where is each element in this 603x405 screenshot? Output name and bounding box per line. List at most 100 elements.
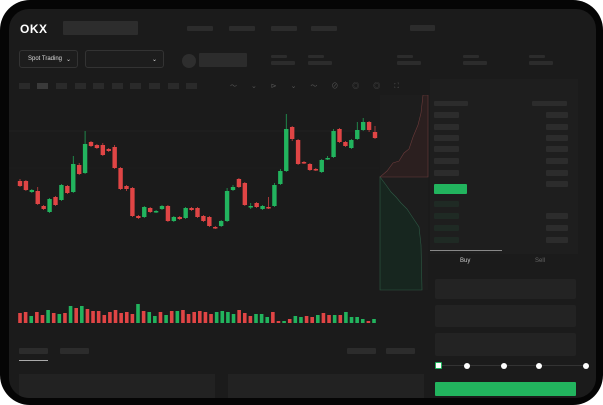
candle[interactable]: [82, 144, 88, 173]
nav-item[interactable]: [187, 26, 213, 31]
timeframe-button[interactable]: [75, 83, 86, 89]
candle[interactable]: [278, 171, 283, 184]
candle[interactable]: [248, 206, 253, 208]
candle[interactable]: [177, 217, 182, 219]
timeframe-button[interactable]: [186, 83, 197, 89]
candle[interactable]: [224, 191, 230, 221]
filter-button[interactable]: [386, 348, 415, 354]
timeframe-button[interactable]: [19, 83, 30, 89]
tab-buy[interactable]: Buy: [460, 258, 471, 264]
candle[interactable]: [118, 168, 123, 189]
candle[interactable]: [213, 227, 218, 229]
volume-bar: [214, 312, 219, 323]
candle[interactable]: [65, 186, 70, 193]
candle[interactable]: [153, 211, 159, 213]
candle[interactable]: [260, 206, 265, 209]
price-input[interactable]: [435, 279, 576, 299]
candle[interactable]: [266, 207, 271, 209]
user-menu[interactable]: [410, 25, 435, 31]
candle[interactable]: [53, 197, 58, 205]
candle[interactable]: [272, 185, 277, 206]
slider-mark[interactable]: [501, 363, 507, 369]
candle[interactable]: [366, 122, 372, 130]
candle[interactable]: [230, 187, 236, 190]
tab-sell[interactable]: Sell: [535, 258, 546, 264]
timeframe-button[interactable]: [130, 83, 141, 89]
candle[interactable]: [106, 149, 111, 151]
candle[interactable]: [307, 164, 313, 170]
candle[interactable]: [301, 162, 307, 164]
candle[interactable]: [195, 208, 200, 217]
timeframe-button[interactable]: [168, 83, 179, 89]
tab-order-history[interactable]: [60, 348, 89, 354]
volume-bar: [237, 310, 241, 323]
candle[interactable]: [136, 216, 141, 218]
pair-dropdown[interactable]: ⌄: [85, 50, 164, 68]
candle[interactable]: [41, 206, 46, 209]
candle[interactable]: [360, 122, 366, 130]
candle[interactable]: [76, 165, 82, 174]
candle[interactable]: [142, 207, 147, 217]
candle[interactable]: [349, 140, 354, 148]
nav-item[interactable]: [229, 26, 255, 31]
candle[interactable]: [337, 129, 342, 142]
candle[interactable]: [88, 142, 94, 146]
candle[interactable]: [23, 181, 29, 190]
slider-handle[interactable]: [435, 362, 442, 369]
candle[interactable]: [254, 203, 259, 207]
slider-mark[interactable]: [583, 363, 589, 369]
candle[interactable]: [47, 199, 52, 212]
drawing-tools[interactable]: 〜 ⌄ ⊳ ⌄ 〜 ⊘ ◎ ◎ ⛶: [230, 83, 406, 90]
candle[interactable]: [183, 208, 188, 218]
candle[interactable]: [295, 140, 301, 164]
candle[interactable]: [71, 164, 76, 192]
candle[interactable]: [355, 130, 360, 139]
candle[interactable]: [331, 131, 336, 157]
buy-button[interactable]: [435, 382, 576, 396]
slider-mark[interactable]: [536, 363, 542, 369]
okx-logo[interactable]: OKX: [20, 22, 48, 36]
candle[interactable]: [284, 129, 289, 171]
candle[interactable]: [319, 160, 324, 172]
candle[interactable]: [171, 217, 177, 221]
candle[interactable]: [372, 132, 378, 138]
search-input[interactable]: [63, 21, 138, 35]
candle[interactable]: [207, 217, 212, 226]
tab-open-orders[interactable]: [19, 348, 48, 354]
candlestick-chart[interactable]: [9, 95, 429, 330]
timeframe-button[interactable]: [56, 83, 67, 89]
candle[interactable]: [236, 179, 242, 187]
candle[interactable]: [147, 208, 153, 212]
candle[interactable]: [242, 183, 248, 205]
timeframe-button[interactable]: [149, 83, 160, 89]
candle[interactable]: [124, 186, 129, 189]
candle[interactable]: [201, 216, 206, 221]
candle[interactable]: [130, 188, 135, 216]
total-input[interactable]: [435, 333, 576, 356]
filter-button[interactable]: [347, 348, 376, 354]
nav-item[interactable]: [311, 26, 337, 31]
candle[interactable]: [17, 181, 23, 186]
candle[interactable]: [159, 206, 165, 209]
timeframe-button[interactable]: [112, 83, 123, 89]
candle[interactable]: [325, 158, 330, 160]
candle[interactable]: [313, 169, 319, 171]
candle[interactable]: [165, 206, 171, 221]
candle[interactable]: [94, 145, 100, 148]
candle[interactable]: [29, 190, 35, 192]
amount-input[interactable]: [435, 305, 576, 327]
candle[interactable]: [112, 147, 117, 168]
slider-track[interactable]: [440, 365, 586, 366]
candle[interactable]: [343, 142, 348, 146]
slider-mark[interactable]: [464, 363, 470, 369]
nav-item[interactable]: [271, 26, 297, 31]
candle[interactable]: [35, 191, 40, 204]
timeframe-button[interactable]: [37, 83, 48, 89]
candle[interactable]: [218, 221, 224, 226]
candle[interactable]: [59, 185, 64, 200]
candle[interactable]: [100, 145, 106, 155]
candle[interactable]: [289, 127, 295, 139]
market-dropdown[interactable]: Spot Trading ⌄: [19, 50, 78, 68]
timeframe-button[interactable]: [93, 83, 104, 89]
candle[interactable]: [189, 208, 194, 210]
